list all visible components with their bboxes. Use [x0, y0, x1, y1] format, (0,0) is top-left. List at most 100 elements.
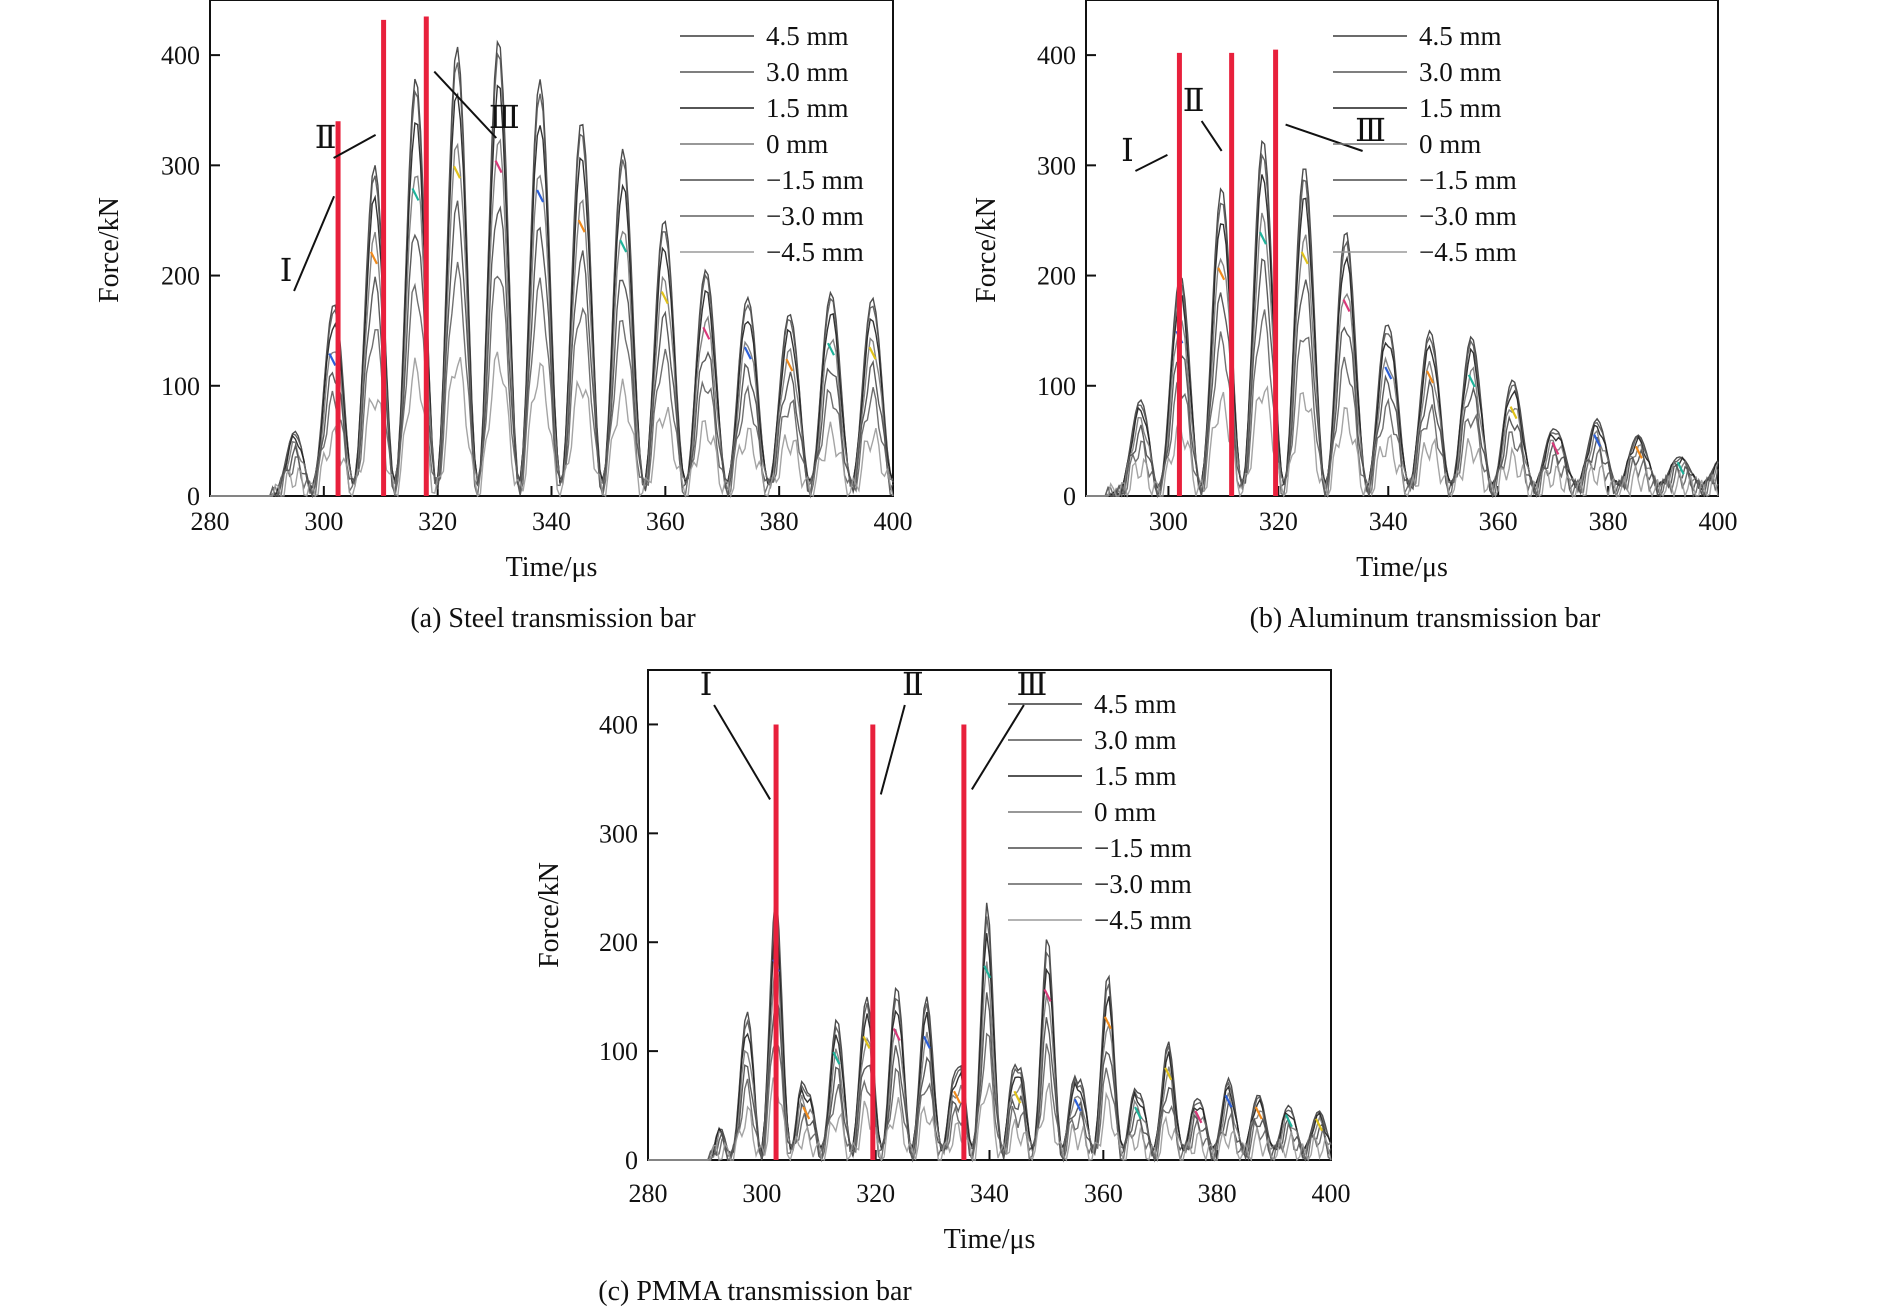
legend-label: −4.5 mm [1419, 237, 1517, 267]
peak-highlight [536, 189, 545, 203]
legend: 4.5 mm 3.0 mm 1.5 mm 0 mm −1.5 mm −3.0 mm −4.5… [1008, 689, 1192, 935]
peak-highlight [577, 219, 586, 233]
x-tick-label: 360 [646, 507, 685, 536]
x-tick-label: 340 [970, 1179, 1009, 1208]
x-tick-label: 380 [1198, 1179, 1237, 1208]
peak-highlight [1551, 441, 1560, 455]
chart-caption: (a) Steel transmission bar [410, 603, 696, 634]
legend-label: 4.5 mm [1094, 689, 1177, 719]
peak-highlight [1342, 299, 1351, 313]
legend-label: −4.5 mm [766, 237, 864, 267]
peak-highlight [1593, 433, 1602, 447]
series-line-4 [648, 954, 1332, 1161]
chart-panel-steel: 280 300 320 340 360 380 400 0 100 200 300 400 Time/μ… [94, 0, 913, 634]
peak-highlight [785, 358, 794, 372]
peak-highlight [1043, 988, 1052, 1002]
x-axis-title: Time/μs [1356, 552, 1448, 583]
peak-highlight [826, 342, 835, 356]
peak-highlight [1509, 406, 1518, 420]
peak-highlight [1164, 1067, 1173, 1081]
y-tick-label: 300 [1037, 151, 1076, 180]
legend-label: 1.5 mm [766, 93, 849, 123]
y-axis-title: Force/kN [971, 197, 1002, 303]
peak-highlight [1634, 445, 1643, 459]
y-tick-label: 200 [599, 928, 638, 957]
y-tick-label: 100 [161, 372, 200, 401]
x-tick-label: 300 [1149, 507, 1188, 536]
peak-highlight [868, 346, 877, 360]
peak-highlight [1284, 1114, 1293, 1128]
peak-highlight [862, 1035, 871, 1049]
peak-highlight [1103, 1016, 1112, 1030]
marker-leader [713, 704, 771, 800]
series-line-4 [210, 138, 894, 497]
x-tick-label: 340 [1369, 507, 1408, 536]
y-tick-label: 400 [599, 710, 638, 739]
series-line-7 [648, 1077, 1332, 1163]
plot-area: 280 300 320 340 360 380 400 0 100 200 300 400 Time/μ… [534, 666, 1351, 1255]
x-axis-title: Time/μs [506, 552, 598, 583]
peak-highlight [494, 160, 503, 174]
chart-caption: (c) PMMA transmission bar [598, 1276, 912, 1307]
series-line-6 [648, 1032, 1332, 1163]
peak-highlight [1013, 1090, 1022, 1104]
legend-label: −1.5 mm [1419, 165, 1517, 195]
peak-highlight [1676, 461, 1685, 475]
x-tick-label: 340 [532, 507, 571, 536]
series-line-7 [210, 351, 894, 499]
peak-highlight [983, 965, 992, 979]
peak-highlight [1467, 374, 1476, 388]
x-tick-label: 400 [1312, 1179, 1351, 1208]
x-tick-label: 300 [742, 1179, 781, 1208]
x-tick-label: 380 [1589, 507, 1628, 536]
peak-highlight [1384, 366, 1393, 380]
peak-highlight [1194, 1110, 1203, 1124]
legend: 4.5 mm 3.0 mm 1.5 mm 0 mm −1.5 mm −3.0 mm −4.5… [680, 21, 864, 267]
peak-highlight [743, 346, 752, 360]
peak-highlight [619, 239, 628, 253]
x-tick-label: 320 [1259, 507, 1298, 536]
peak-highlight [832, 1051, 841, 1065]
x-tick-label: 360 [1084, 1179, 1123, 1208]
x-axis-title: Time/μs [944, 1224, 1036, 1255]
chart-panel-aluminum: 300 320 340 360 380 400 0 100 200 300 400 Time/μs Fo… [971, 0, 1738, 634]
plot-area: 280 300 320 340 360 380 400 0 100 200 300 400 Time/μ… [94, 0, 913, 583]
x-tick-label: 380 [760, 507, 799, 536]
peak-highlight [1073, 1098, 1082, 1112]
legend-label: −3.0 mm [1419, 201, 1517, 231]
x-tick-label: 320 [418, 507, 457, 536]
peak-highlight [1258, 231, 1267, 245]
y-tick-label: 300 [599, 819, 638, 848]
marker-leader [1200, 120, 1223, 152]
peak-highlight [660, 291, 669, 305]
y-tick-label: 100 [599, 1037, 638, 1066]
peak-highlight [1315, 1118, 1324, 1132]
legend-label: −1.5 mm [766, 165, 864, 195]
peak-highlight [1426, 370, 1435, 384]
x-tick-label: 280 [629, 1179, 668, 1208]
legend-label: −3.0 mm [766, 201, 864, 231]
legend-label: −4.5 mm [1094, 905, 1192, 935]
marker-label: Ⅰ [700, 666, 713, 702]
peak-highlight [1254, 1106, 1263, 1120]
y-tick-label: 0 [187, 482, 200, 511]
marker-leader [433, 70, 498, 139]
marker-leader [333, 133, 377, 159]
legend-label: 3.0 mm [766, 57, 849, 87]
marker-leader [1134, 154, 1168, 172]
peak-highlight [802, 1106, 811, 1120]
peak-highlight [1217, 267, 1226, 281]
marker-label: Ⅰ [280, 252, 293, 288]
peak-highlight [702, 326, 711, 340]
y-tick-label: 0 [625, 1146, 638, 1175]
y-tick-label: 100 [1037, 372, 1076, 401]
x-tick-label: 400 [1699, 507, 1738, 536]
peak-highlight [922, 1035, 931, 1049]
peak-highlight [1300, 251, 1309, 265]
marker-leader [879, 704, 906, 795]
peak-highlight [369, 251, 378, 265]
legend-label: 0 mm [766, 129, 828, 159]
x-tick-label: 360 [1479, 507, 1518, 536]
x-tick-label: 400 [874, 507, 913, 536]
peak-highlight [892, 1028, 901, 1042]
